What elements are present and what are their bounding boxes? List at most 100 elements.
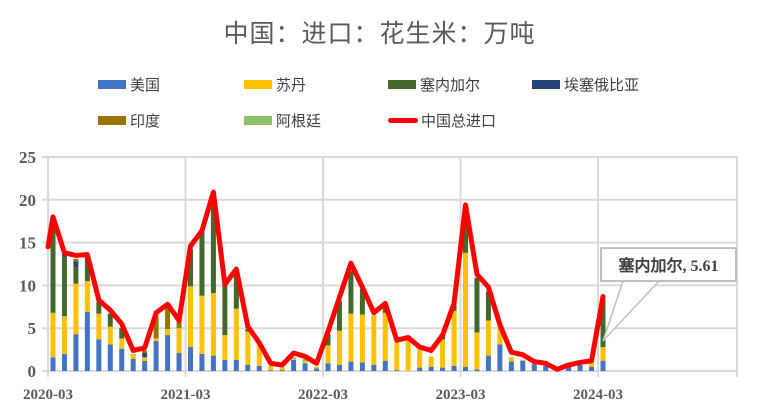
bar-segment bbox=[520, 359, 526, 361]
bar-segment bbox=[302, 363, 308, 371]
bar-segment bbox=[165, 335, 171, 371]
bar-segment bbox=[142, 350, 148, 354]
legend-item-argentina[interactable]: 阿根廷 bbox=[244, 110, 321, 131]
bar-segment bbox=[417, 367, 423, 371]
bar-segment bbox=[119, 348, 125, 371]
x-axis-tick-label: 2023-03 bbox=[436, 387, 486, 403]
legend-item-ethiopia[interactable]: 埃塞俄比亚 bbox=[532, 74, 639, 95]
x-axis-tick-label: 2020-03 bbox=[23, 387, 73, 403]
legend-label: 埃塞俄比亚 bbox=[564, 76, 640, 94]
x-axis-tick-label: 2024-03 bbox=[573, 387, 623, 403]
bar-segment bbox=[474, 332, 480, 370]
bar-segment bbox=[291, 357, 297, 360]
legend-item-sudan[interactable]: 苏丹 bbox=[244, 74, 306, 95]
bar-segment bbox=[302, 361, 308, 364]
bar-segment bbox=[279, 367, 285, 371]
legend-line-total bbox=[388, 118, 418, 123]
bar-segment bbox=[336, 300, 342, 331]
bar-segment bbox=[543, 365, 549, 371]
bar-segment bbox=[256, 365, 262, 371]
bar-segment bbox=[107, 326, 113, 345]
bar-segment bbox=[566, 365, 572, 371]
bar-segment bbox=[348, 313, 354, 362]
bar-segment bbox=[119, 328, 125, 339]
bar-segment bbox=[325, 345, 331, 364]
bar-segment bbox=[508, 357, 514, 362]
bar-segment bbox=[531, 364, 537, 371]
legend-item-senegal[interactable]: 塞内加尔 bbox=[388, 74, 480, 95]
bar-segment bbox=[268, 370, 274, 371]
bar-segment bbox=[417, 349, 423, 368]
bar-segment bbox=[405, 340, 411, 371]
bar-segment bbox=[130, 353, 136, 360]
legend-item-total-imports[interactable]: 中国总进口 bbox=[388, 110, 496, 131]
bar-segment bbox=[485, 320, 491, 356]
y-axis-tick-label: 20 bbox=[19, 191, 36, 210]
bar-segment bbox=[153, 341, 159, 371]
bar-segment bbox=[440, 367, 446, 371]
bar-segment bbox=[188, 249, 193, 287]
bar-segment bbox=[176, 328, 182, 354]
legend-item-india[interactable]: 印度 bbox=[98, 110, 160, 131]
bar-segment bbox=[428, 366, 434, 371]
bar-segment bbox=[359, 362, 365, 371]
bar-segment bbox=[107, 313, 113, 327]
bar-segment bbox=[96, 313, 102, 340]
legend-swatch-argentina bbox=[244, 116, 272, 125]
bar-segment bbox=[165, 329, 171, 336]
y-axis-tick-label: 5 bbox=[28, 319, 37, 338]
bar-segment bbox=[188, 286, 193, 348]
bar-segment bbox=[61, 254, 67, 258]
legend-swatch-senegal bbox=[388, 80, 416, 89]
bar-segment bbox=[314, 366, 320, 369]
bar-segment bbox=[142, 353, 148, 358]
bar-segment bbox=[73, 258, 79, 262]
bar-segment bbox=[130, 359, 136, 371]
bar-segment bbox=[73, 283, 79, 335]
y-axis-tick-label: 0 bbox=[28, 362, 37, 381]
legend-label: 印度 bbox=[130, 112, 161, 130]
legend-label: 中国总进口 bbox=[421, 112, 497, 130]
bar-segment bbox=[451, 311, 457, 366]
legend-label: 阿根廷 bbox=[276, 112, 322, 130]
bar-segment bbox=[50, 312, 56, 358]
bar-segment bbox=[485, 355, 491, 371]
legend-label: 塞内加尔 bbox=[420, 76, 481, 94]
legend-swatch-sudan bbox=[244, 80, 272, 89]
bar-segment bbox=[96, 339, 102, 371]
legend-item-usa[interactable]: 美国 bbox=[98, 74, 160, 95]
bar-segment bbox=[325, 334, 331, 346]
bar-segment bbox=[233, 359, 239, 371]
bar-segment bbox=[485, 291, 491, 321]
bar-segment bbox=[142, 360, 148, 371]
legend-label: 美国 bbox=[130, 76, 161, 94]
bar-segment bbox=[188, 347, 193, 371]
y-axis-tick-label: 15 bbox=[19, 234, 36, 253]
bar-segment bbox=[142, 357, 148, 361]
x-axis-tick-label: 2022-03 bbox=[298, 387, 348, 403]
bar-segment bbox=[233, 272, 239, 309]
bar-segment bbox=[371, 315, 377, 366]
bar-segment bbox=[176, 353, 182, 371]
bar-segment bbox=[199, 353, 205, 371]
bar-segment bbox=[359, 288, 365, 315]
bar-segment bbox=[176, 321, 182, 329]
bar-segment bbox=[463, 206, 468, 253]
callout-label: 塞内加尔, 5.61 bbox=[618, 256, 718, 275]
bar-segment bbox=[440, 339, 446, 368]
callout-box bbox=[600, 247, 737, 282]
bar-segment bbox=[600, 347, 606, 361]
bar-segment bbox=[73, 261, 79, 268]
bar-segment bbox=[474, 277, 480, 333]
bar-segment bbox=[291, 359, 297, 360]
bar-segment bbox=[256, 345, 262, 366]
bar-segment bbox=[291, 359, 297, 371]
bar-segment bbox=[84, 281, 90, 312]
bar-segment bbox=[463, 252, 468, 367]
bar-segment bbox=[73, 334, 79, 371]
bar-segment bbox=[233, 308, 239, 360]
callout-pointer bbox=[602, 280, 660, 342]
legend-swatch-usa bbox=[98, 80, 126, 89]
bar-segment bbox=[199, 295, 205, 354]
bar-segment bbox=[371, 365, 377, 371]
